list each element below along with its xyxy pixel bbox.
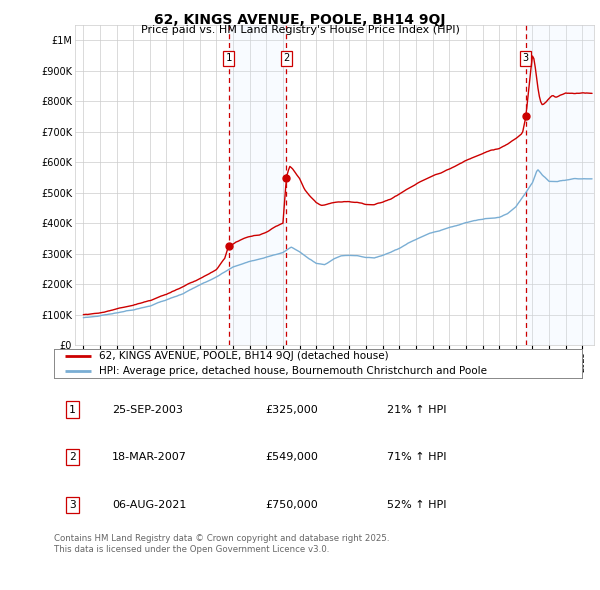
Text: 52% ↑ HPI: 52% ↑ HPI xyxy=(386,500,446,510)
Text: 2: 2 xyxy=(69,452,76,462)
Text: 62, KINGS AVENUE, POOLE, BH14 9QJ: 62, KINGS AVENUE, POOLE, BH14 9QJ xyxy=(154,13,446,27)
Text: 71% ↑ HPI: 71% ↑ HPI xyxy=(386,452,446,462)
Text: £750,000: £750,000 xyxy=(265,500,318,510)
Text: 62, KINGS AVENUE, POOLE, BH14 9QJ (detached house): 62, KINGS AVENUE, POOLE, BH14 9QJ (detac… xyxy=(99,352,389,361)
Text: 3: 3 xyxy=(523,54,529,63)
Bar xyxy=(229,25,286,345)
Text: This data is licensed under the Open Government Licence v3.0.: This data is licensed under the Open Gov… xyxy=(54,545,329,554)
Text: 18-MAR-2007: 18-MAR-2007 xyxy=(112,452,187,462)
Text: 3: 3 xyxy=(69,500,76,510)
Bar xyxy=(526,25,594,345)
Text: 06-AUG-2021: 06-AUG-2021 xyxy=(112,500,187,510)
Text: 21% ↑ HPI: 21% ↑ HPI xyxy=(386,405,446,415)
Text: 2: 2 xyxy=(283,54,290,63)
Text: 25-SEP-2003: 25-SEP-2003 xyxy=(112,405,183,415)
Text: Price paid vs. HM Land Registry's House Price Index (HPI): Price paid vs. HM Land Registry's House … xyxy=(140,25,460,35)
Text: 1: 1 xyxy=(226,54,232,63)
Text: 1: 1 xyxy=(69,405,76,415)
Text: £549,000: £549,000 xyxy=(265,452,318,462)
Text: Contains HM Land Registry data © Crown copyright and database right 2025.: Contains HM Land Registry data © Crown c… xyxy=(54,534,389,543)
Text: £325,000: £325,000 xyxy=(265,405,318,415)
Text: HPI: Average price, detached house, Bournemouth Christchurch and Poole: HPI: Average price, detached house, Bour… xyxy=(99,366,487,375)
